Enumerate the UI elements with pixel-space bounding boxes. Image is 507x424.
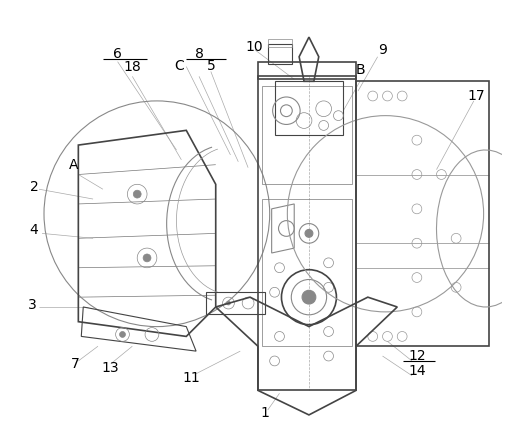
Text: 1: 1 [261,406,269,420]
Text: 4: 4 [30,223,39,237]
Bar [268,39,292,47]
Text: 8: 8 [195,47,203,61]
Text: B: B [355,62,365,76]
Bar [258,61,356,79]
Bar [262,199,352,346]
Circle shape [133,190,141,198]
Text: 14: 14 [408,364,426,378]
Text: 7: 7 [71,357,80,371]
Text: C: C [174,59,184,73]
Circle shape [227,301,231,305]
Text: 3: 3 [28,298,37,312]
Bar [356,81,489,346]
Bar [258,76,356,391]
Text: 5: 5 [206,59,215,73]
Bar [275,81,343,135]
Bar [206,292,265,314]
Text: 12: 12 [408,349,426,363]
Text: 18: 18 [123,59,141,73]
Text: 11: 11 [183,371,200,385]
Text: 2: 2 [30,180,39,194]
Circle shape [143,254,151,262]
Text: 9: 9 [378,43,387,57]
Circle shape [305,229,313,237]
Text: 13: 13 [102,361,120,375]
Text: 6: 6 [113,47,122,61]
Text: A: A [68,158,78,172]
Text: 10: 10 [245,40,263,54]
Text: 17: 17 [467,89,485,103]
Circle shape [302,290,316,304]
Bar [268,44,292,64]
Bar [262,86,352,184]
Circle shape [120,332,125,338]
